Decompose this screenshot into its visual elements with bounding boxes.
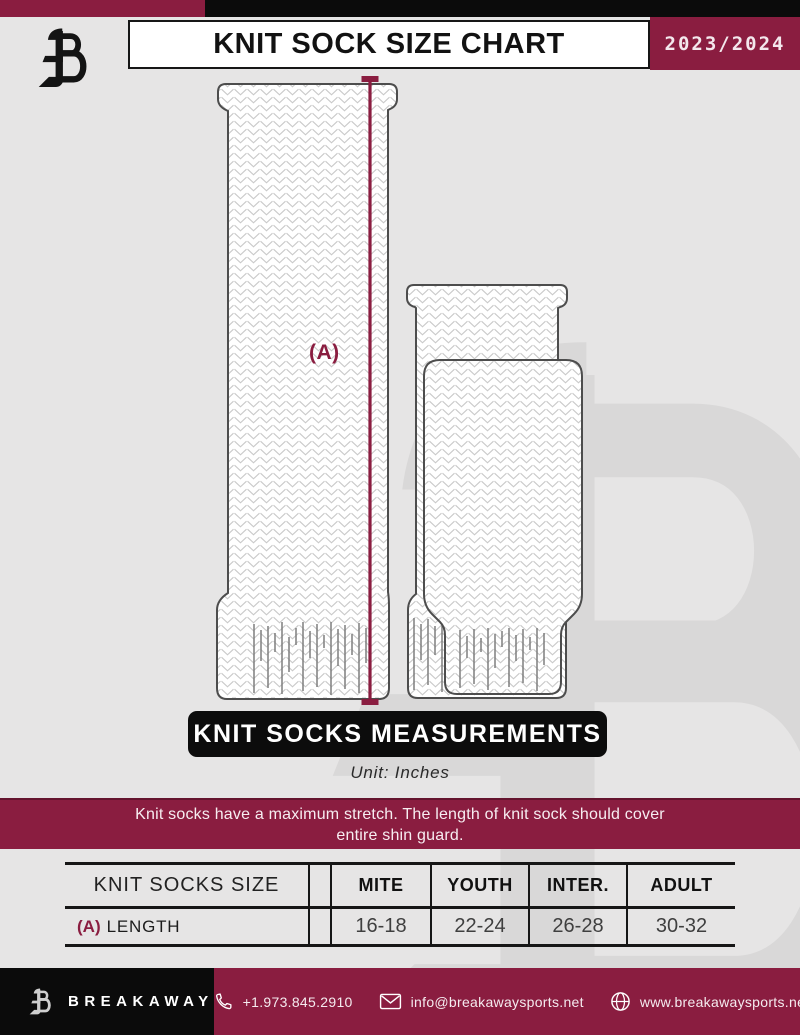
value-adult: 30-32	[626, 909, 735, 944]
table-row-length: (A) LENGTH 16-18 22-24 26-28 30-32	[65, 909, 735, 947]
footer: BREAKAWAY +1.973.845.2910 info@breakaway…	[0, 968, 800, 1035]
breakaway-b-logo-footer	[24, 986, 55, 1018]
unit-label: Unit: Inches	[350, 763, 450, 782]
measurement-line	[361, 76, 379, 705]
sock-large	[216, 83, 398, 700]
row-label-length: LENGTH	[106, 916, 181, 936]
table-header-inter: INTER.	[528, 865, 626, 906]
table-header-row: KNIT SOCKS SIZE MITE YOUTH INTER. ADULT	[65, 862, 735, 909]
season-badge-text: 2023/2024	[664, 32, 786, 55]
value-mite: 16-18	[330, 909, 430, 944]
top-strip	[0, 0, 800, 17]
brand-name: BREAKAWAY	[68, 993, 214, 1010]
notice-line-2: entire shin guard.	[336, 826, 464, 844]
footer-email[interactable]: info@breakawaysports.net	[379, 993, 584, 1010]
measurements-banner-text: KNIT SOCKS MEASUREMENTS	[193, 719, 602, 748]
phone-icon	[215, 992, 232, 1009]
notice-line-1: Knit socks have a maximum stretch. The l…	[135, 805, 665, 823]
globe-icon	[611, 992, 630, 1011]
top-strip-maroon	[0, 0, 205, 17]
value-youth: 22-24	[430, 909, 528, 944]
notice-banner: Knit socks have a maximum stretch. The l…	[0, 798, 800, 849]
breakaway-b-logo	[26, 22, 96, 96]
table-gap	[310, 865, 330, 906]
mail-icon	[379, 993, 401, 1010]
sock-small-front	[423, 359, 583, 695]
row-label-cell: (A) LENGTH	[65, 909, 310, 944]
season-badge: 2023/2024	[650, 17, 800, 70]
value-inter: 26-28	[528, 909, 626, 944]
size-table: KNIT SOCKS SIZE MITE YOUTH INTER. ADULT …	[65, 862, 735, 947]
footer-phone[interactable]: +1.973.845.2910	[214, 992, 353, 1012]
row-marker-a: (A)	[77, 916, 101, 936]
footer-contact-block: +1.973.845.2910 info@breakawaysports.net…	[213, 968, 800, 1035]
measurements-banner: KNIT SOCKS MEASUREMENTS	[188, 711, 607, 757]
table-header-youth: YOUTH	[430, 865, 528, 906]
top-strip-black	[205, 0, 800, 17]
table-header-mite: MITE	[330, 865, 430, 906]
measure-label-a: (A)	[309, 341, 340, 364]
table-gap	[310, 909, 330, 944]
footer-brand-block: BREAKAWAY	[0, 968, 214, 1035]
table-header-adult: ADULT	[626, 865, 735, 906]
table-header-size: KNIT SOCKS SIZE	[65, 865, 310, 906]
page-title: KNIT SOCK SIZE CHART	[128, 20, 650, 69]
footer-website[interactable]: www.breakawaysports.net	[610, 991, 800, 1012]
page-title-text: KNIT SOCK SIZE CHART	[213, 28, 565, 60]
